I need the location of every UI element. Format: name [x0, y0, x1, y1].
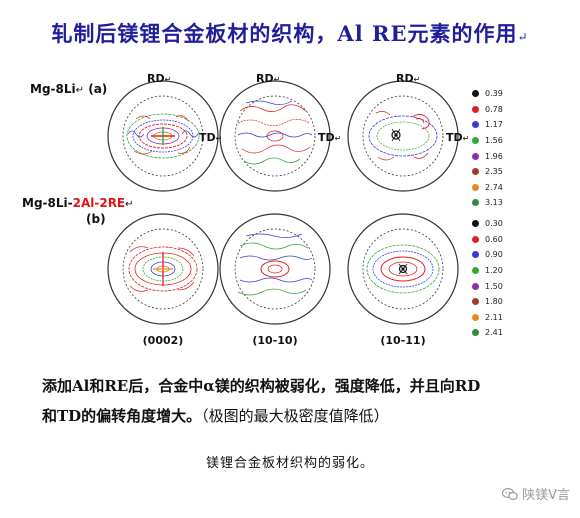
legend-entry: 3.13 [472, 195, 532, 211]
rd-label-a-3: RD↵ [396, 72, 421, 85]
legend-swatch [472, 168, 479, 176]
legend-value: 2.74 [485, 182, 503, 192]
legend-value: 0.30 [485, 219, 503, 229]
td-label-a-1: TD↵ [199, 131, 223, 144]
legend-swatch [472, 152, 479, 160]
legend-entry: 1.50 [472, 278, 532, 294]
slide-title: 轧制后镁锂合金板材的织构，Al RE元素的作用↵ [0, 18, 580, 48]
legend-entry: 2.74 [472, 180, 532, 196]
legend-a: 0.39 0.78 1.17 1.56 1.96 2.35 2.74 3.13 [472, 86, 532, 211]
row-a-mark: ↵ [75, 85, 85, 96]
description-line-1: 添加Al和RE后，合金中α镁的织构被弱化，强度降低，并且向RD [42, 377, 481, 395]
pole-figure-a-10-10 [218, 79, 332, 193]
row-b-label: Mg-8Li-2Al-2RE↵ [22, 196, 134, 210]
row-b-mark: ↵ [125, 199, 134, 210]
legend-swatch [472, 267, 479, 275]
pole-figure-b-0002 [106, 212, 220, 326]
legend-swatch [472, 121, 479, 129]
legend-entry: 2.41 [472, 325, 532, 341]
legend-swatch [472, 137, 479, 145]
legend-value: 3.13 [485, 198, 503, 208]
pole-figure-b-10-10 [218, 212, 332, 326]
legend-entry: 0.60 [472, 232, 532, 248]
legend-swatch [472, 235, 479, 243]
title-text: 轧制后镁锂合金板材的织构，Al RE元素的作用 [51, 21, 518, 46]
legend-swatch [472, 251, 479, 259]
legend-swatch [472, 313, 479, 321]
plane-label-10-10: (10-10) [252, 334, 298, 347]
row-a-label: Mg-8Li↵ (a) [30, 82, 107, 96]
title-return-mark: ↵ [517, 30, 529, 44]
pole-figure-a-0002 [106, 79, 220, 193]
rd-label-a-2: RD↵ [256, 72, 281, 85]
row-b-additions: 2Al-2RE [72, 196, 126, 210]
plane-label-0002: (0002) [142, 334, 184, 347]
pole-figure-b-10-11 [346, 212, 460, 326]
legend-swatch [472, 298, 479, 306]
legend-entry: 0.39 [472, 86, 532, 102]
legend-swatch [472, 90, 479, 98]
td-label-a-3: TD↵ [446, 131, 470, 144]
row-b-letter: (b) [86, 212, 106, 226]
pole-figure-a-10-11 [346, 79, 460, 193]
rd-label-a-1: RD↵ [147, 72, 172, 85]
legend-value: 1.50 [485, 281, 503, 291]
legend-swatch [472, 329, 479, 337]
legend-entry: 0.90 [472, 247, 532, 263]
legend-value: 2.41 [485, 328, 503, 338]
legend-entry: 0.30 [472, 216, 532, 232]
legend-value: 2.11 [485, 312, 503, 322]
legend-value: 0.78 [485, 104, 503, 114]
legend-entry: 1.80 [472, 294, 532, 310]
legend-entry: 1.56 [472, 133, 532, 149]
legend-value: 0.60 [485, 234, 503, 244]
legend-entry: 1.20 [472, 263, 532, 279]
legend-entry: 1.17 [472, 117, 532, 133]
legend-swatch [472, 105, 479, 113]
description: 添加Al和RE后，合金中α镁的织构被弱化，强度降低，并且向RD 和TD的偏转角度… [42, 371, 562, 431]
row-a-alloy: Mg-8Li [30, 82, 76, 96]
legend-entry: 2.11 [472, 310, 532, 326]
legend-swatch [472, 282, 479, 290]
legend-value: 1.80 [485, 297, 503, 307]
legend-value: 1.96 [485, 151, 503, 161]
legend-b: 0.30 0.60 0.90 1.20 1.50 1.80 2.11 2.41 [472, 216, 532, 341]
row-b-alloy: Mg-8Li- [22, 196, 73, 210]
legend-entry: 1.96 [472, 148, 532, 164]
legend-value: 1.56 [485, 136, 503, 146]
plane-label-10-11: (10-11) [380, 334, 426, 347]
watermark: 陕镁V言 [502, 484, 570, 503]
row-a-letter: (a) [88, 82, 108, 96]
figure-caption: 镁锂合金板材织构的弱化。 [205, 456, 374, 471]
watermark-text: 陕镁V言 [522, 488, 570, 503]
legend-swatch [472, 199, 479, 207]
legend-entry: 2.35 [472, 164, 532, 180]
legend-value: 0.90 [485, 250, 503, 260]
legend-swatch [472, 183, 479, 191]
td-label-a-2: TD↵ [318, 131, 342, 144]
description-line-2-note: （极图的最大极密度值降低） [201, 407, 389, 425]
legend-entry: 0.78 [472, 102, 532, 118]
legend-value: 2.35 [485, 167, 503, 177]
legend-value: 1.20 [485, 266, 503, 276]
legend-value: 1.17 [485, 120, 503, 130]
wechat-icon [502, 487, 518, 500]
legend-swatch [472, 220, 479, 228]
description-line-2-main: 和TD的偏转角度增大。 [42, 407, 202, 425]
description-line-2: 和TD的偏转角度增大。（极图的最大极密度值降低） [42, 401, 562, 431]
legend-value: 0.39 [485, 89, 503, 99]
